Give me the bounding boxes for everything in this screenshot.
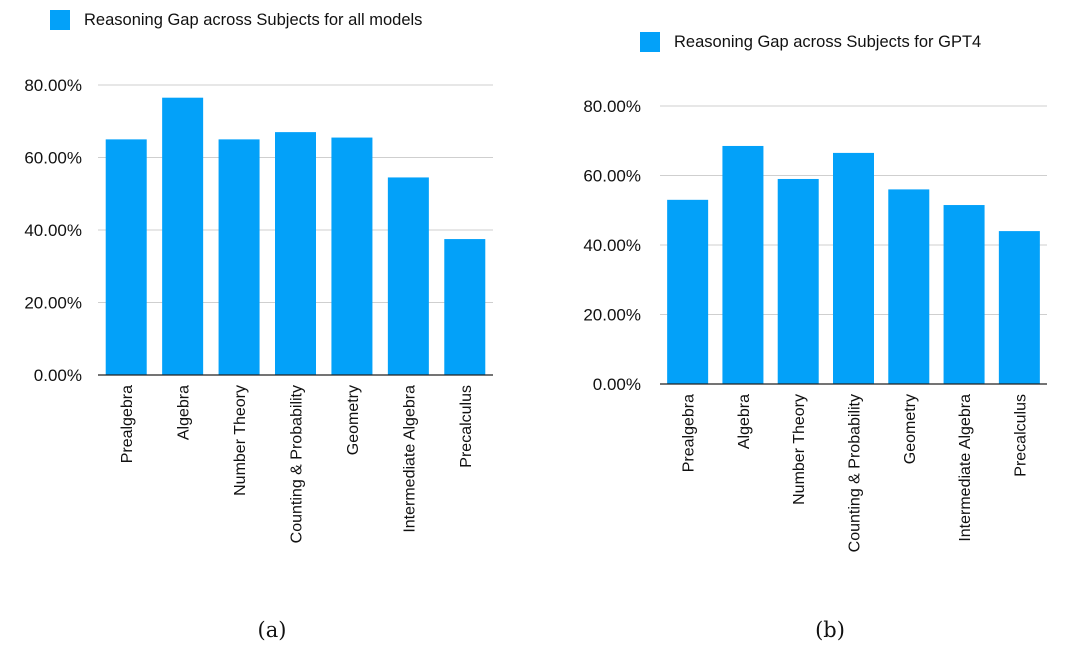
- y-tick-label: 40.00%: [24, 221, 82, 240]
- y-tick-label: 40.00%: [583, 236, 641, 255]
- bar-intermediate-algebra: [387, 177, 429, 375]
- x-tick-label: Number Theory: [791, 394, 808, 505]
- x-tick-label: Prealgebra: [119, 385, 136, 463]
- subfigure-caption: (a): [258, 618, 287, 642]
- y-tick-label: 60.00%: [24, 149, 82, 168]
- bar-geometry: [888, 189, 930, 384]
- bar-number-theory: [777, 178, 819, 384]
- bar-intermediate-algebra: [943, 205, 985, 384]
- bar-prealgebra: [105, 139, 147, 375]
- x-tick-label: Counting & Probability: [289, 385, 306, 543]
- bar-number-theory: [218, 139, 260, 375]
- y-tick-label: 20.00%: [583, 306, 641, 325]
- legend-label: Reasoning Gap across Subjects for all mo…: [84, 11, 422, 29]
- chart-a-all-models: Reasoning Gap across Subjects for all mo…: [24, 10, 493, 642]
- subfigure-caption: (b): [815, 618, 845, 642]
- y-tick-label: 20.00%: [24, 294, 82, 313]
- x-tick-label: Precalculus: [1012, 394, 1029, 477]
- x-tick-label: Geometry: [902, 394, 919, 464]
- x-tick-label: Counting & Probability: [847, 394, 864, 552]
- legend-swatch: [50, 10, 70, 30]
- x-tick-label: Prealgebra: [681, 394, 698, 472]
- x-tick-label: Intermediate Algebra: [401, 385, 418, 533]
- bar-precalculus: [998, 231, 1040, 384]
- legend-swatch: [640, 32, 660, 52]
- y-tick-label: 80.00%: [24, 76, 82, 95]
- x-tick-label: Number Theory: [232, 385, 249, 496]
- chart-b-gpt4: Reasoning Gap across Subjects for GPT4 0.…: [583, 32, 1047, 642]
- legend-label: Reasoning Gap across Subjects for GPT4: [674, 33, 981, 51]
- x-tick-label: Precalculus: [458, 385, 475, 468]
- y-tick-label: 0.00%: [593, 375, 641, 394]
- bar-prealgebra: [667, 199, 709, 384]
- x-tick-label: Algebra: [736, 394, 753, 449]
- bar-precalculus: [444, 239, 486, 375]
- bar-counting-probability: [833, 152, 874, 384]
- x-tick-label: Algebra: [176, 385, 193, 440]
- bar-algebra: [722, 145, 764, 384]
- bar-algebra: [162, 97, 204, 375]
- y-tick-label: 60.00%: [583, 167, 641, 186]
- bar-counting-probability: [275, 132, 316, 375]
- bar-geometry: [331, 137, 373, 375]
- y-tick-label: 80.00%: [583, 97, 641, 116]
- y-tick-label: 0.00%: [34, 366, 82, 385]
- x-tick-label: Intermediate Algebra: [957, 394, 974, 542]
- x-tick-label: Geometry: [345, 385, 362, 455]
